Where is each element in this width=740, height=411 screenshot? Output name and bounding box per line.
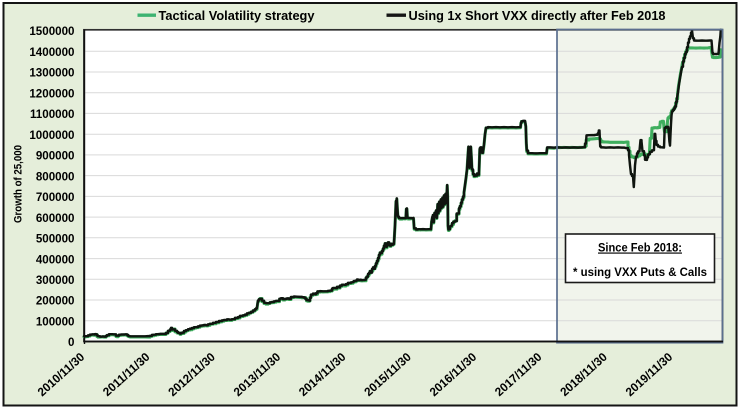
svg-text:1100000: 1100000 (30, 108, 75, 121)
svg-text:Using 1x Short VXX directly af: Using 1x Short VXX directly after Feb 20… (409, 8, 666, 23)
svg-text:* using VXX Puts & Calls: * using VXX Puts & Calls (573, 267, 707, 279)
svg-text:1300000: 1300000 (29, 67, 74, 80)
svg-text:700000: 700000 (36, 191, 75, 204)
svg-text:500000: 500000 (36, 233, 75, 246)
svg-text:900000: 900000 (36, 150, 75, 163)
svg-text:300000: 300000 (36, 274, 75, 287)
svg-text:0: 0 (68, 336, 74, 349)
svg-text:200000: 200000 (36, 295, 75, 308)
svg-text:Growth of 25,000: Growth of 25,000 (12, 145, 24, 223)
svg-text:1200000: 1200000 (29, 87, 74, 100)
svg-text:Since Feb 2018:: Since Feb 2018: (598, 243, 682, 255)
svg-text:1000000: 1000000 (29, 129, 74, 142)
svg-text:Tactical Volatility strategy: Tactical Volatility strategy (159, 8, 316, 23)
svg-text:100000: 100000 (36, 316, 75, 329)
svg-text:600000: 600000 (36, 212, 75, 225)
svg-text:400000: 400000 (36, 253, 75, 266)
svg-text:1400000: 1400000 (29, 46, 74, 59)
svg-text:1500000: 1500000 (29, 25, 74, 38)
svg-text:800000: 800000 (36, 170, 75, 183)
